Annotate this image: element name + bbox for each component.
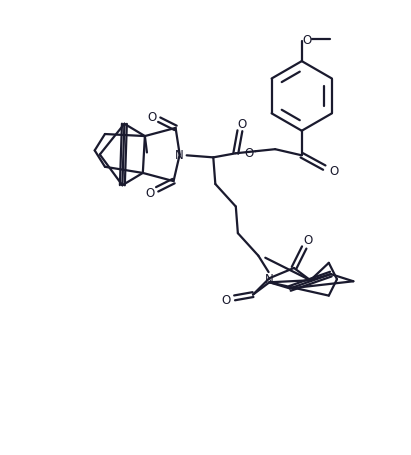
Text: O: O bbox=[302, 34, 311, 47]
Text: N: N bbox=[265, 272, 274, 285]
Text: O: O bbox=[222, 293, 231, 306]
Text: O: O bbox=[237, 117, 247, 131]
Text: N: N bbox=[175, 149, 184, 162]
Text: O: O bbox=[147, 111, 157, 124]
Text: O: O bbox=[145, 187, 155, 200]
Text: O: O bbox=[244, 146, 254, 159]
Text: O: O bbox=[304, 233, 313, 246]
Text: O: O bbox=[329, 165, 338, 178]
